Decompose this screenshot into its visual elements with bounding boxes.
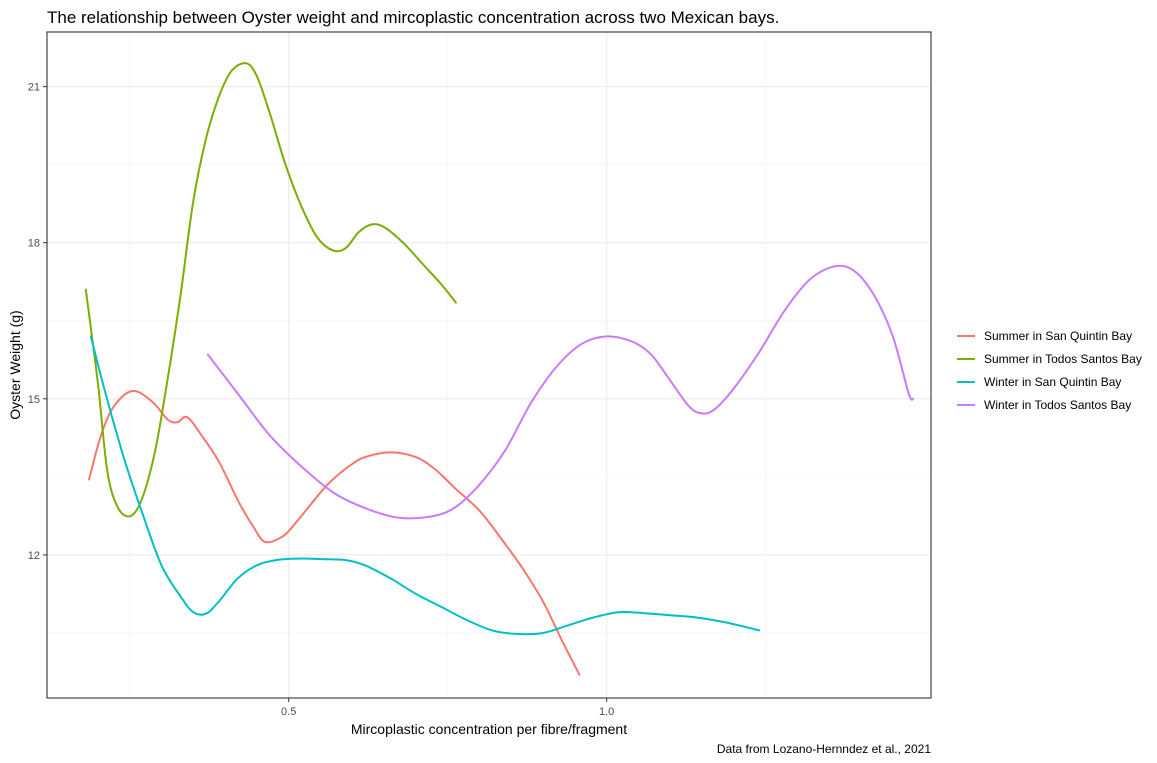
plot-panel-border xyxy=(46,31,932,699)
x-tick-label: 1.0 xyxy=(599,706,614,718)
y-axis-title: Oyster Weight (g) xyxy=(7,310,23,419)
x-axis-ticks: 0.5 1.0 xyxy=(281,698,614,718)
x-axis-title: Mircoplastic concentration per fibre/fra… xyxy=(351,721,627,737)
legend-label-2: Summer in Todos Santos Bay xyxy=(984,352,1142,366)
series-line-2 xyxy=(84,62,457,518)
legend-label-1: Summer in San Quintin Bay xyxy=(984,329,1132,343)
series-line-3 xyxy=(89,335,761,636)
y-axis-ticks: 12 15 18 21 xyxy=(28,82,47,562)
series-line-1 xyxy=(88,389,581,676)
x-tick-label: 0.5 xyxy=(281,706,296,718)
grid-lines xyxy=(47,32,931,698)
legend-label-4: Winter in Todos Santos Bay xyxy=(984,398,1131,412)
chart-title: The relationship between Oyster weight a… xyxy=(47,8,780,27)
legend-label-3: Winter in San Quintin Bay xyxy=(984,375,1121,389)
y-tick-label: 15 xyxy=(28,394,40,406)
y-tick-label: 12 xyxy=(28,550,40,562)
series-line-4 xyxy=(206,264,915,520)
chart-caption: Data from Lozano-Hernndez et al., 2021 xyxy=(716,742,931,756)
y-tick-label: 18 xyxy=(28,238,40,250)
legend: Summer in San Quintin Bay Summer in Todos… xyxy=(957,329,1142,412)
series-lines xyxy=(84,62,915,676)
y-tick-label: 21 xyxy=(28,82,40,94)
